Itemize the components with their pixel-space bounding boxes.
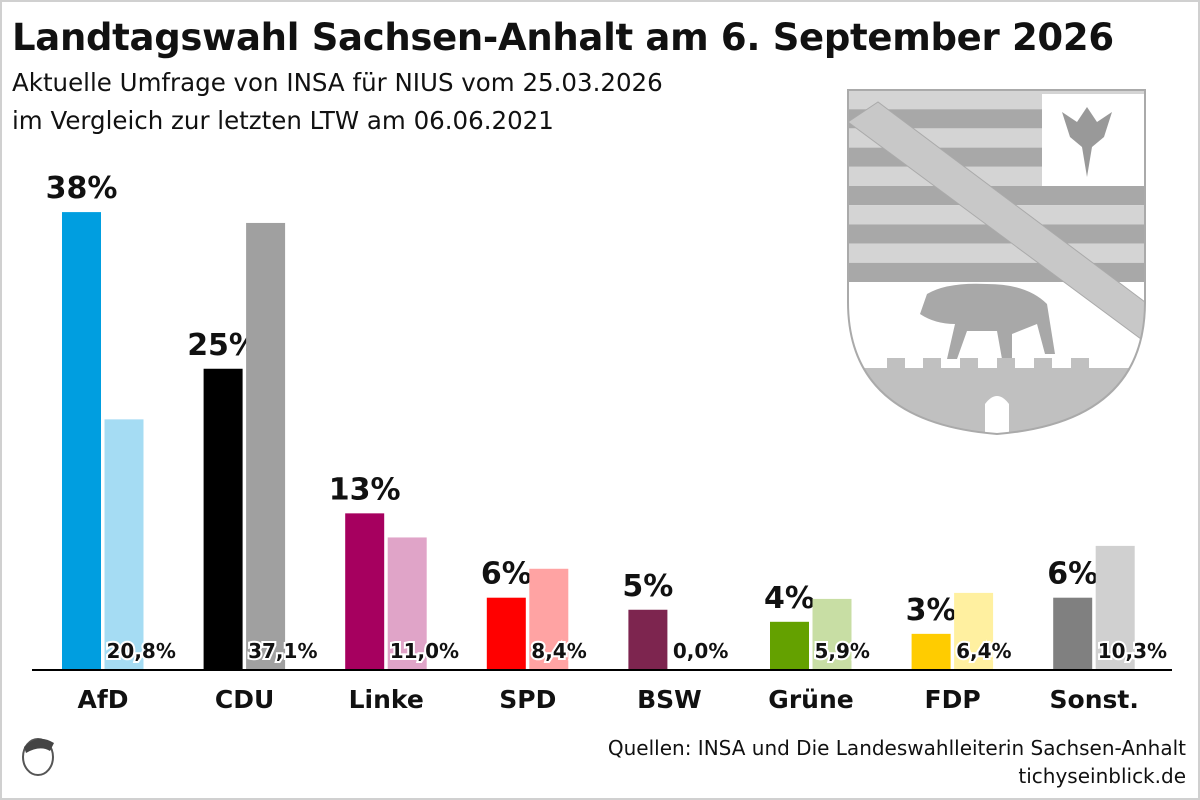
bar-SPD-2026 bbox=[486, 597, 526, 670]
chart-title: Landtagswahl Sachsen-Anhalt am 6. Septem… bbox=[12, 16, 1114, 59]
category-label: AfD bbox=[78, 685, 129, 714]
bar-Grüne-2026 bbox=[770, 621, 809, 670]
bar-SPD-2021 bbox=[529, 568, 569, 670]
bar-CDU-2026 bbox=[203, 368, 243, 670]
category-label: SPD bbox=[499, 685, 556, 714]
coat-of-arms bbox=[847, 89, 1146, 436]
value-label: 4% bbox=[764, 581, 815, 616]
site-credit: tichyseinblick.de bbox=[1018, 764, 1186, 788]
value-label: 5% bbox=[622, 569, 673, 604]
category-label: FDP bbox=[925, 685, 981, 714]
value-label-2021: 10,3% bbox=[1098, 639, 1167, 663]
value-label-2021: 20,8% bbox=[107, 639, 176, 663]
bar-AfD-2021 bbox=[104, 419, 144, 670]
value-label-2021: 8,4% bbox=[531, 639, 586, 663]
value-label: 6% bbox=[1047, 557, 1098, 592]
category-label: Linke bbox=[349, 685, 424, 714]
bar-AfD-2026 bbox=[62, 212, 101, 670]
category-label: Sonst. bbox=[1050, 685, 1139, 714]
value-label-2021: 5,9% bbox=[815, 639, 870, 663]
bar-Linke-2021 bbox=[387, 537, 427, 670]
value-label-2021: 6,4% bbox=[956, 639, 1011, 663]
subtitle: im Vergleich zur letzten LTW am 06.06.20… bbox=[12, 106, 554, 135]
value-label: 6% bbox=[481, 557, 532, 592]
bar-Sonst.-2026 bbox=[1053, 597, 1093, 670]
subtitle: Aktuelle Umfrage von INSA für NIUS vom 2… bbox=[12, 68, 663, 97]
publisher-logo-icon bbox=[22, 738, 54, 776]
category-label: CDU bbox=[215, 685, 274, 714]
category-label: BSW bbox=[637, 685, 702, 714]
value-label-2021: 11,0% bbox=[390, 639, 459, 663]
bar-BSW-2026 bbox=[628, 609, 668, 670]
bar-FDP-2026 bbox=[911, 633, 951, 670]
value-label-2021: 37,1% bbox=[248, 639, 317, 663]
bar-CDU-2021 bbox=[246, 222, 286, 670]
bar-FDP-2021 bbox=[954, 592, 994, 670]
value-label: 3% bbox=[906, 593, 957, 628]
bar-Linke-2026 bbox=[345, 513, 385, 670]
value-label: 13% bbox=[329, 472, 401, 507]
value-label-2021: 0,0% bbox=[673, 639, 728, 663]
bar-Grüne-2021 bbox=[812, 598, 852, 670]
category-label: Grüne bbox=[768, 685, 853, 714]
value-label: 38% bbox=[46, 171, 118, 206]
source-note: Quellen: INSA und Die Landeswahlleiterin… bbox=[607, 736, 1186, 760]
bar-Sonst.-2021 bbox=[1095, 545, 1135, 670]
